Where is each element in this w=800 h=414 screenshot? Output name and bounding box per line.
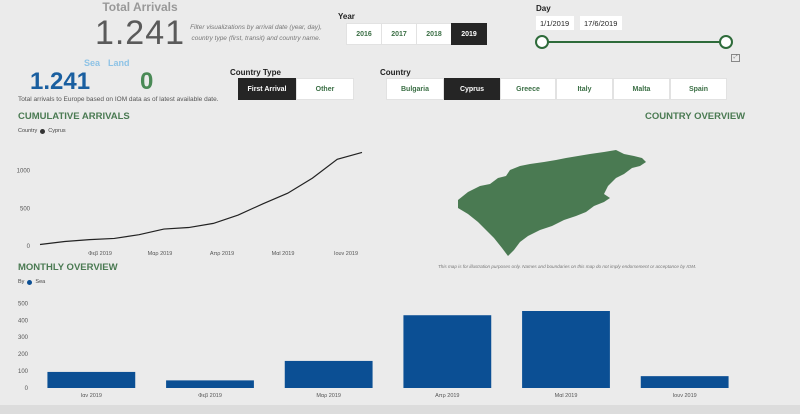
monthly-legend-label: By — [18, 279, 25, 285]
monthly-legend-series: Sea — [35, 279, 46, 285]
year-option-2017[interactable]: 2017 — [381, 23, 417, 45]
y-tick-label: 500 — [20, 206, 31, 212]
x-tick-label: Ιουν 2019 — [334, 251, 358, 257]
country-option-cyprus[interactable]: Cyprus — [444, 78, 500, 100]
country-type-first-arrival[interactable]: First Arrival — [238, 78, 296, 100]
start-date-input[interactable]: 1/1/2019 — [536, 16, 574, 30]
x-tick-label: Φεβ 2019 — [88, 251, 112, 257]
x-tick-label: Ιαν 2019 — [81, 393, 102, 399]
monthly-bar — [166, 380, 254, 388]
monthly-bar — [284, 360, 373, 388]
sea-label: Sea — [84, 58, 101, 68]
y-tick-label: 100 — [18, 369, 29, 375]
sea-arrivals-value: 1.241 — [30, 68, 91, 95]
country-type-other[interactable]: Other — [296, 78, 354, 100]
year-option-2016[interactable]: 2016 — [346, 23, 382, 45]
filter-hint: Filter visualizations by arrival date (y… — [190, 24, 322, 42]
date-range-slider[interactable] — [542, 41, 728, 43]
map-disclaimer: This map is for illustration purposes on… — [438, 264, 697, 269]
year-option-2019[interactable]: 2019 — [451, 23, 487, 45]
country-overview-title: COUNTRY OVERVIEW — [645, 111, 746, 122]
x-tick-label: Μαϊ 2019 — [555, 393, 578, 399]
country-option-spain[interactable]: Spain — [670, 78, 727, 100]
monthly-bar — [640, 376, 729, 388]
country-option-italy[interactable]: Italy — [556, 78, 613, 100]
legend-dot-icon — [27, 279, 33, 285]
page-footer-bar — [0, 405, 800, 414]
year-slicer-title: Year — [338, 12, 355, 21]
monthly-bar — [403, 315, 492, 388]
y-tick-label: 0 — [25, 386, 29, 392]
kpi-note: Total arrivals to Europe based on IOM da… — [18, 96, 219, 103]
total-arrivals-title: Total Arrivals — [102, 0, 178, 14]
land-label: Land — [108, 58, 130, 68]
monthly-bar — [522, 311, 610, 388]
x-tick-label: Μαρ 2019 — [316, 393, 341, 399]
cumulative-title: CUMULATIVE ARRIVALS — [18, 111, 130, 122]
slider-start-handle[interactable] — [535, 35, 549, 49]
country-slicer-title: Country — [380, 68, 411, 77]
cumulative-legend-series: Cyprus — [48, 128, 66, 134]
monthly-overview-chart: 0 100 200 300 400 500 Ιαν 2019 Φεβ 2019 Μαρ 2019… — [18, 301, 729, 399]
monthly-bar — [47, 371, 136, 388]
y-tick-label: 1000 — [17, 169, 31, 175]
x-tick-label: Απρ 2019 — [210, 251, 234, 257]
country-option-bulgaria[interactable]: Bulgaria — [386, 78, 444, 100]
expand-icon[interactable]: ⤢ — [731, 54, 740, 62]
country-option-greece[interactable]: Greece — [500, 78, 556, 100]
cyprus-map[interactable] — [448, 150, 688, 258]
end-date-input[interactable]: 17/6/2019 — [580, 16, 622, 30]
x-tick-label: Μαϊ 2019 — [272, 251, 295, 257]
x-tick-label: Μαρ 2019 — [148, 251, 173, 257]
slider-end-handle[interactable] — [719, 35, 733, 49]
total-arrivals-value: 1.241 — [94, 14, 186, 52]
x-tick-label: Φεβ 2019 — [198, 393, 222, 399]
cumulative-legend: Country Cyprus — [18, 128, 66, 134]
country-type-title: Country Type — [230, 68, 281, 77]
y-tick-label: 0 — [27, 244, 31, 250]
cumulative-line — [39, 151, 363, 246]
y-tick-label: 500 — [18, 301, 29, 307]
country-option-malta[interactable]: Malta — [613, 78, 670, 100]
legend-dot-icon — [40, 128, 46, 134]
monthly-title: MONTHLY OVERVIEW — [18, 262, 118, 273]
y-tick-label: 300 — [18, 335, 29, 341]
y-tick-label: 400 — [18, 318, 29, 324]
year-option-2018[interactable]: 2018 — [416, 23, 452, 45]
day-slicer-title: Day — [536, 4, 551, 13]
cyprus-shape — [458, 150, 646, 256]
y-tick-label: 200 — [18, 352, 29, 358]
x-tick-label: Ιουν 2019 — [673, 393, 697, 399]
x-tick-label: Απρ 2019 — [435, 393, 459, 399]
cumulative-arrivals-chart: 0 500 1000 Φεβ 2019 Μαρ 2019 Απρ 2019 Μαϊ 2019… — [17, 151, 363, 257]
land-arrivals-value: 0 — [140, 68, 154, 95]
monthly-legend: By Sea — [18, 279, 45, 285]
cumulative-legend-label: Country — [18, 128, 38, 134]
